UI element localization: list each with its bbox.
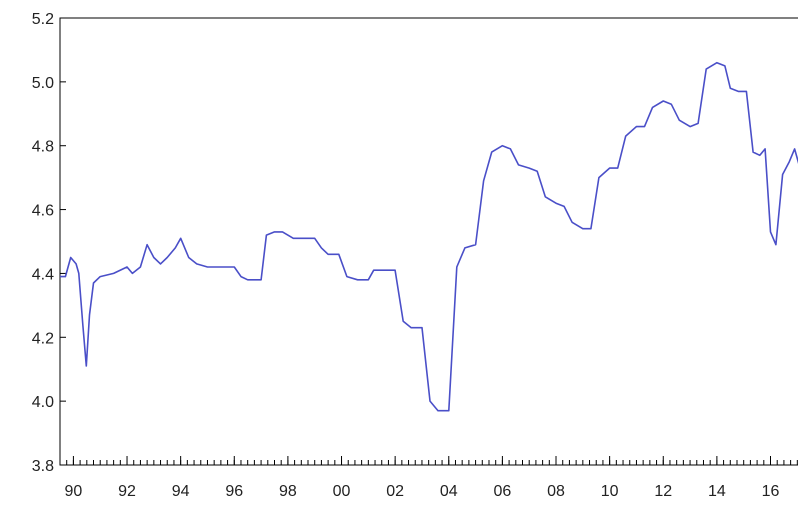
y-tick-label: 4.8 xyxy=(32,139,54,156)
x-tick-label: 12 xyxy=(654,483,672,500)
y-tick-label: 4.2 xyxy=(32,330,54,347)
x-tick-label: 94 xyxy=(172,483,190,500)
x-tick-label: 92 xyxy=(118,483,136,500)
x-tick-label: 96 xyxy=(225,483,243,500)
y-tick-label: 5.2 xyxy=(32,11,54,28)
x-tick-label: 14 xyxy=(708,483,726,500)
y-tick-label: 5.0 xyxy=(32,75,54,92)
y-tick-label: 4.4 xyxy=(32,266,54,283)
y-tick-label: 4.6 xyxy=(32,203,54,220)
x-tick-label: 08 xyxy=(547,483,565,500)
x-tick-label: 02 xyxy=(386,483,404,500)
x-tick-label: 98 xyxy=(279,483,297,500)
x-tick-label: 10 xyxy=(601,483,619,500)
x-tick-label: 06 xyxy=(493,483,511,500)
x-tick-label: 90 xyxy=(65,483,83,500)
x-tick-label: 00 xyxy=(333,483,351,500)
series-line-0 xyxy=(60,61,798,412)
x-tick-label: 04 xyxy=(440,483,458,500)
y-tick-label: 3.8 xyxy=(32,458,54,475)
y-tick-label: 4.0 xyxy=(32,394,54,411)
x-tick-label: 16 xyxy=(762,483,780,500)
